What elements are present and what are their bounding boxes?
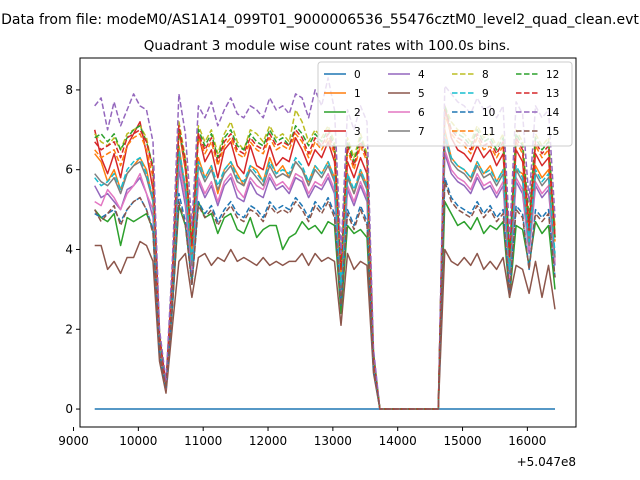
y-tick-label: 0 [65, 402, 73, 416]
axes-frame [79, 57, 577, 428]
x-tick-label: 14000 [379, 434, 417, 448]
legend-label-0: 0 [354, 69, 361, 81]
legend-label-9: 9 [482, 88, 489, 100]
y-tick-label: 8 [65, 83, 73, 97]
legend-label-2: 2 [354, 107, 361, 119]
x-tick-label: 15000 [443, 434, 481, 448]
legend-label-11: 11 [482, 126, 495, 138]
x-tick-label: 12000 [249, 434, 287, 448]
legend-label-14: 14 [546, 107, 560, 119]
x-axis: 9000 10000 11000 12000 13000 14000 15000 16000 [58, 427, 546, 448]
x-tick-label: 9000 [58, 434, 89, 448]
x-tick-label: 16000 [508, 434, 546, 448]
legend-label-15: 15 [546, 126, 559, 138]
legend-label-4: 4 [418, 69, 425, 81]
x-tick-label: 11000 [184, 434, 222, 448]
legend-label-7: 7 [418, 126, 425, 138]
legend-label-10: 10 [482, 107, 495, 119]
figure-suptitle: Data from file: modeM0/AS1A14_099T01_900… [1, 12, 639, 28]
series-line-15 [94, 180, 556, 410]
y-tick-label: 6 [65, 163, 73, 177]
chart-title: Quadrant 3 module wise count rates with … [144, 38, 510, 54]
series-line-5 [94, 240, 556, 410]
x-tick-label: 13000 [314, 434, 352, 448]
legend-label-6: 6 [418, 107, 425, 119]
legend-label-3: 3 [354, 126, 361, 138]
y-tick-label: 4 [65, 242, 73, 256]
legend-label-12: 12 [546, 69, 559, 81]
y-axis: 0 2 4 6 8 [65, 83, 80, 416]
legend-label-8: 8 [482, 69, 489, 81]
legend-label-13: 13 [546, 88, 559, 100]
x-tick-label: 10000 [119, 434, 157, 448]
series-line-9 [94, 133, 556, 410]
y-tick-label: 2 [65, 322, 73, 336]
legend-box [317, 61, 573, 147]
x-offset-label: +5.047e8 [517, 455, 576, 469]
legend-label-5: 5 [418, 88, 425, 100]
legend-label-1: 1 [354, 88, 361, 100]
